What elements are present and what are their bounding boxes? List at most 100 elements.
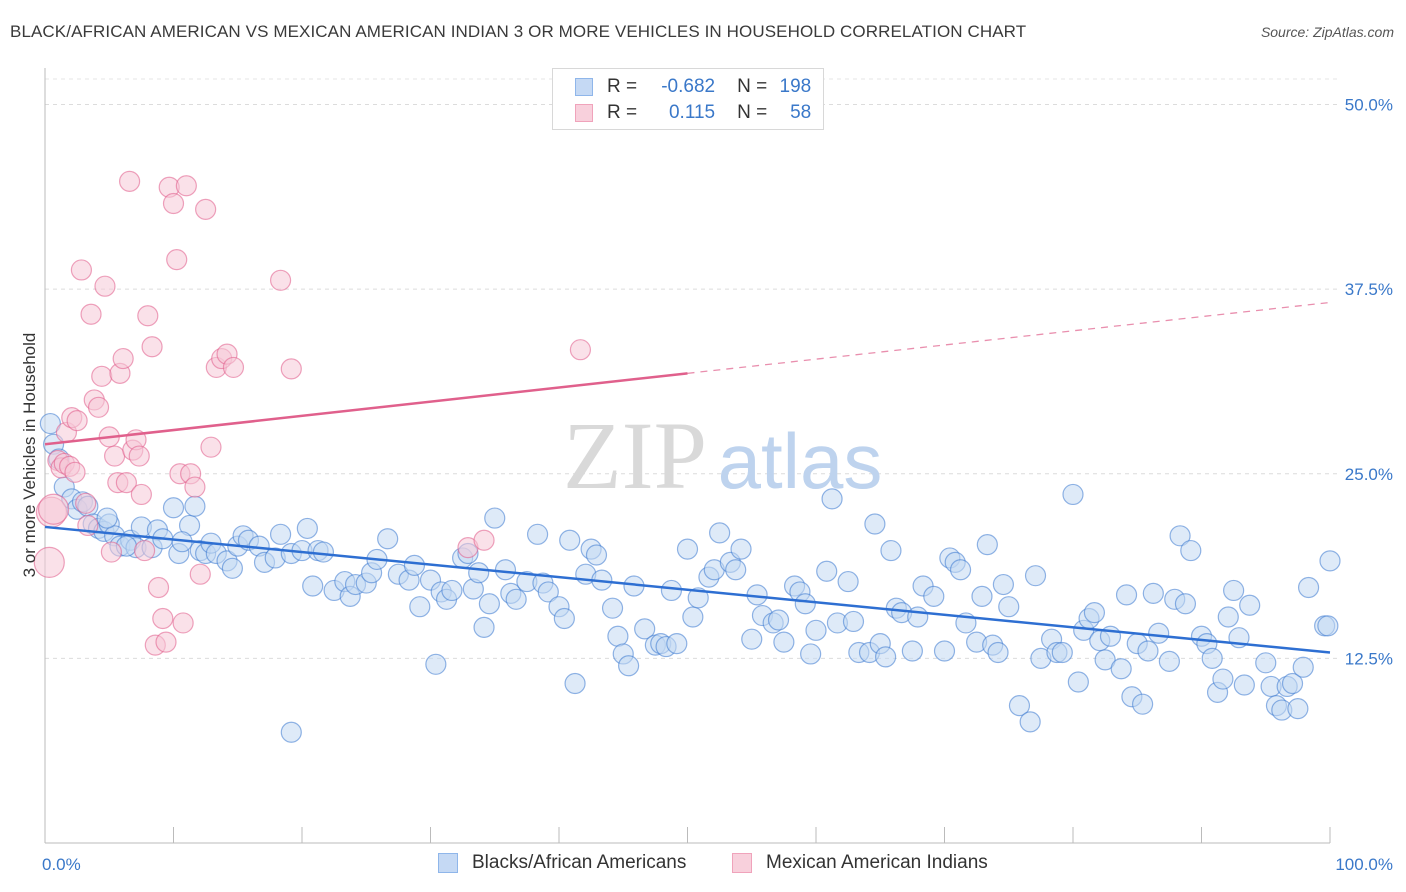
point-blacks [842,610,865,633]
y-tick-label: 25.0% [1345,465,1393,484]
point-blacks [741,628,763,650]
point-blacks [1180,539,1202,562]
point-mexican [184,476,206,498]
point-blacks [971,585,993,607]
point-blacks [441,579,463,602]
series-legend-mexican[interactable]: Mexican American Indians [732,852,988,874]
point-blacks [1217,606,1239,628]
point-blacks [1255,652,1277,674]
point-mexican [200,436,222,458]
tick-labels: 12.5% 25.0% 37.5% 50.0% 0.0% 100.0% [42,96,1393,874]
y-axis-label: 3 or more Vehicles in Household [20,332,39,578]
point-blacks [1317,615,1339,637]
y-tick-label: 37.5% [1345,280,1393,299]
point-mexican [269,269,292,291]
point-blacks [634,618,656,640]
point-blacks [269,523,292,545]
point-mexican [75,492,97,514]
point-mexican [222,356,245,379]
point-blacks [923,585,945,607]
point-mexican [37,493,70,525]
point-blacks [601,597,624,619]
point-blacks [1297,576,1320,599]
point-mexican [137,305,159,327]
data-points [33,170,1341,743]
point-blacks [1137,640,1159,662]
point-mexican [118,170,141,192]
legend-n-value: 58 [790,102,812,123]
point-blacks [296,517,318,540]
point-blacks [494,559,517,581]
point-blacks [1142,582,1164,605]
point-blacks [1174,593,1197,615]
watermark-atlas: atlas [718,417,883,505]
point-mexican [87,396,110,418]
point-blacks [1239,594,1261,616]
y-tick-label: 50.0% [1345,96,1393,115]
point-blacks [478,593,500,615]
point-blacks [1132,693,1154,715]
point-blacks [484,507,506,529]
point-blacks [767,609,790,631]
point-mexican [66,410,88,432]
point-blacks [901,640,923,662]
legend-n-label: N = [737,76,768,97]
legend-n-value: 198 [779,76,812,97]
point-mexican [128,445,150,467]
point-mexican [155,631,177,653]
point-blacks [709,522,731,544]
point-blacks [907,606,929,628]
point-blacks [526,523,549,545]
point-mexican [152,607,174,630]
point-blacks [875,646,897,668]
point-mexican [100,541,122,563]
point-blacks [1067,671,1089,693]
point-blacks [1008,695,1031,717]
point-blacks [730,538,752,560]
trend-line-blacks [44,525,1331,654]
point-blacks [933,640,956,662]
point-mexican [104,445,126,467]
legend-n-label: N = [737,102,768,123]
point-blacks [280,721,302,743]
point-blacks [585,544,608,566]
point-blacks [805,619,827,641]
point-blacks [96,507,118,529]
point-blacks [1115,584,1138,606]
point-blacks [1319,550,1341,572]
point-mexican [189,563,211,585]
point-mexican [33,546,65,578]
series-swatch-blue [438,853,458,873]
point-blacks [425,653,447,675]
point-blacks [473,616,495,638]
point-mexican [141,336,163,358]
legend-r-value: -0.682 [661,76,716,97]
point-blacks [162,497,185,519]
legend-row-mexican: R = 0.115 N = 58 [575,101,811,125]
point-blacks [1169,525,1191,547]
correlation-legend: R = -0.682 N = 198 R = 0.115 N = 58 [552,68,824,130]
point-blacks [682,606,704,628]
axes [44,68,1331,844]
point-blacks [864,513,886,535]
legend-swatch-pink [575,104,593,122]
series-legend-blacks[interactable]: Blacks/African Americans [438,852,686,874]
point-blacks [800,643,822,665]
point-blacks [1292,656,1314,678]
legend-r-value: 0.115 [668,102,716,123]
point-mexican [166,249,188,271]
point-blacks [1110,658,1132,680]
point-mexican [80,303,102,325]
point-blacks [725,559,747,581]
point-blacks [1024,565,1047,587]
series-label-mexican: Mexican American Indians [766,852,988,873]
point-blacks [1201,647,1223,669]
point-blacks [1287,697,1309,720]
series-label-blacks: Blacks/African Americans [472,852,687,873]
legend-r-label: R = [607,102,638,123]
legend-r-label: R = [607,76,638,97]
point-blacks [537,581,559,603]
point-blacks [676,538,699,560]
point-blacks [1062,483,1084,506]
